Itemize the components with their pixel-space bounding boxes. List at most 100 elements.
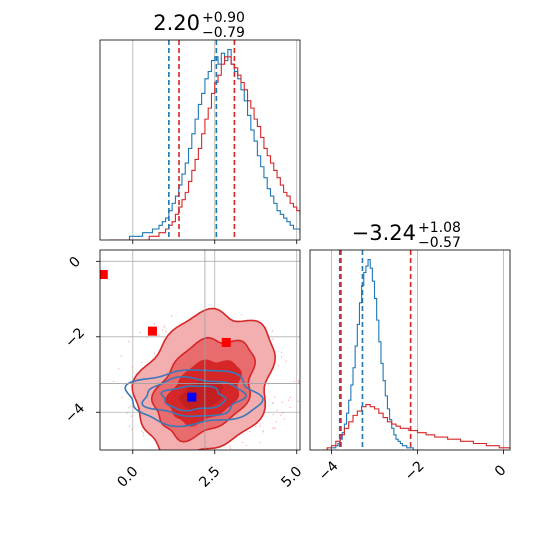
sample-point bbox=[189, 450, 190, 451]
sample-point bbox=[142, 432, 144, 434]
title-median: 2.20 bbox=[153, 11, 200, 35]
panel-top-left-histogram: 2.20 +0.90 −0.79 bbox=[99, 10, 301, 244]
sample-point bbox=[229, 445, 231, 448]
sample-point bbox=[280, 351, 283, 354]
red-square-marker bbox=[100, 270, 108, 280]
blue-contour-level-0 bbox=[124, 369, 264, 428]
sample-point bbox=[131, 428, 133, 431]
sample-point bbox=[302, 388, 303, 389]
x-tick-label: 2.5 bbox=[196, 464, 223, 491]
sample-point bbox=[128, 425, 131, 427]
panel-title: −3.24 bbox=[352, 221, 416, 245]
sample-point bbox=[272, 338, 274, 340]
sample-point bbox=[217, 452, 218, 453]
sample-point bbox=[272, 402, 275, 404]
sample-point bbox=[276, 409, 278, 412]
sample-point bbox=[139, 331, 141, 334]
title-median: −3.24 bbox=[352, 221, 416, 245]
sample-point bbox=[132, 370, 134, 373]
sample-point bbox=[121, 396, 124, 398]
x-tick-label: 5.0 bbox=[278, 464, 305, 491]
y-tick-label: −2 bbox=[62, 325, 88, 351]
panel-bottom-left-contour: 0.0 2.5 5.0 0 −2 −4 bbox=[62, 249, 305, 491]
x-tick-label: −2 bbox=[402, 458, 428, 484]
sample-point bbox=[249, 430, 251, 433]
sample-point bbox=[142, 435, 145, 437]
sample-point bbox=[289, 396, 291, 399]
axes-frame bbox=[309, 249, 511, 451]
panel-bottom-right-histogram: −4 −2 0 −3.24 +1.08 −0.57 bbox=[309, 220, 511, 484]
sample-point bbox=[293, 380, 296, 383]
sample-point bbox=[259, 423, 262, 425]
sample-point bbox=[126, 412, 128, 414]
sample-point bbox=[112, 380, 115, 383]
sample-point bbox=[277, 365, 280, 367]
sample-point bbox=[161, 329, 164, 331]
x-ticks: 0.0 2.5 5.0 bbox=[114, 450, 305, 491]
sample-point bbox=[255, 425, 257, 428]
axes-frame bbox=[99, 39, 301, 241]
sample-point bbox=[158, 334, 160, 337]
sample-point bbox=[120, 355, 123, 357]
sample-point bbox=[283, 418, 286, 420]
sample-point bbox=[282, 412, 284, 414]
sample-point bbox=[273, 396, 276, 398]
sample-point bbox=[170, 315, 173, 317]
x-ticks bbox=[132, 240, 298, 244]
sample-point bbox=[127, 340, 130, 343]
sample-point bbox=[298, 381, 300, 383]
x-tick-label: −4 bbox=[316, 458, 342, 484]
sample-point bbox=[229, 447, 232, 450]
sample-point bbox=[296, 372, 298, 374]
sample-point bbox=[272, 413, 274, 416]
sample-point bbox=[163, 325, 165, 327]
sample-point bbox=[117, 368, 120, 370]
sample-point bbox=[279, 414, 282, 417]
sample-point bbox=[280, 356, 283, 358]
sample-point bbox=[289, 406, 291, 408]
grid-lines bbox=[331, 250, 504, 450]
sample-point bbox=[297, 380, 300, 382]
sample-point bbox=[141, 430, 143, 432]
sample-point bbox=[130, 405, 132, 408]
sample-point bbox=[240, 314, 243, 316]
sample-point bbox=[153, 323, 155, 325]
red-square-marker bbox=[147, 326, 157, 336]
sample-point bbox=[274, 427, 276, 430]
sample-point bbox=[211, 454, 212, 455]
title-plus-error: +1.08 bbox=[418, 220, 461, 236]
sample-point bbox=[140, 361, 143, 364]
contour-marks bbox=[100, 250, 303, 455]
sample-point bbox=[153, 352, 156, 355]
sample-point bbox=[146, 337, 148, 339]
sample-point bbox=[259, 425, 261, 428]
sample-point bbox=[271, 427, 274, 429]
sample-point bbox=[241, 441, 244, 444]
histogram-marks bbox=[109, 40, 300, 240]
y-tick-label: −4 bbox=[62, 400, 88, 426]
sample-point bbox=[259, 441, 261, 444]
sample-point bbox=[297, 400, 299, 403]
sample-point bbox=[285, 360, 288, 362]
sample-point bbox=[217, 453, 218, 454]
sample-point bbox=[163, 326, 166, 329]
panel-title: 2.20 bbox=[153, 11, 200, 35]
title-minus-error: −0.79 bbox=[202, 25, 245, 41]
histogram-step-series-1 bbox=[322, 403, 510, 450]
sample-point bbox=[130, 415, 133, 418]
sample-point bbox=[275, 421, 278, 423]
sample-point bbox=[262, 431, 265, 433]
sample-point bbox=[271, 330, 274, 332]
x-ticks: −4 −2 0 bbox=[316, 450, 510, 484]
title-plus-error: +0.90 bbox=[202, 10, 245, 26]
red-square-marker bbox=[221, 337, 231, 347]
y-ticks: 0 −2 −4 bbox=[62, 254, 100, 426]
blue-contour-level-2 bbox=[160, 385, 227, 412]
y-tick-label: 0 bbox=[66, 254, 84, 272]
histogram-step-series-0 bbox=[322, 258, 422, 450]
sample-point bbox=[287, 399, 290, 401]
sample-point bbox=[245, 444, 248, 447]
sample-point bbox=[165, 330, 167, 332]
x-tick-label: 0 bbox=[492, 462, 510, 480]
